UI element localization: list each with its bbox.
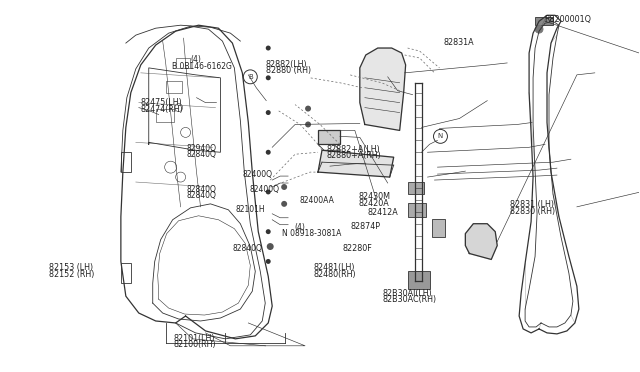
Text: 82874P: 82874P bbox=[351, 222, 381, 231]
Text: 82152 (RH): 82152 (RH) bbox=[49, 270, 95, 279]
Text: 82480(RH): 82480(RH) bbox=[314, 270, 356, 279]
Text: 82840Q: 82840Q bbox=[186, 185, 216, 194]
Text: R8200001Q: R8200001Q bbox=[544, 15, 591, 23]
Circle shape bbox=[281, 184, 287, 190]
Circle shape bbox=[305, 106, 311, 112]
Circle shape bbox=[535, 25, 543, 33]
Text: 82882(LH): 82882(LH) bbox=[266, 60, 307, 69]
FancyBboxPatch shape bbox=[431, 219, 445, 237]
Polygon shape bbox=[360, 48, 406, 131]
Text: N: N bbox=[438, 134, 443, 140]
Circle shape bbox=[305, 122, 311, 128]
Circle shape bbox=[266, 76, 271, 80]
Circle shape bbox=[266, 45, 271, 51]
Text: B: B bbox=[248, 74, 253, 80]
Text: 82420A: 82420A bbox=[358, 199, 389, 208]
Circle shape bbox=[266, 150, 271, 155]
Polygon shape bbox=[465, 224, 497, 259]
Text: 82B30AI(LH): 82B30AI(LH) bbox=[383, 289, 432, 298]
FancyBboxPatch shape bbox=[408, 182, 424, 194]
Circle shape bbox=[266, 229, 271, 234]
Bar bbox=[318, 131, 340, 144]
Circle shape bbox=[267, 243, 274, 250]
Text: 82430M: 82430M bbox=[358, 192, 390, 201]
Circle shape bbox=[266, 110, 271, 115]
Text: 82940Q: 82940Q bbox=[186, 144, 216, 153]
Text: 82880+A(RH): 82880+A(RH) bbox=[326, 151, 381, 160]
Text: 82840Q: 82840Q bbox=[186, 150, 216, 159]
Text: 82100(RH): 82100(RH) bbox=[173, 340, 216, 349]
Bar bbox=[156, 109, 173, 122]
Text: 82B30AC(RH): 82B30AC(RH) bbox=[383, 295, 436, 304]
Bar bbox=[121, 263, 131, 283]
Bar bbox=[121, 152, 131, 172]
Circle shape bbox=[266, 189, 271, 195]
Bar bbox=[166, 81, 182, 93]
Text: 82153 (LH): 82153 (LH) bbox=[49, 263, 93, 272]
Text: 82101H: 82101H bbox=[236, 205, 266, 214]
Text: 82280F: 82280F bbox=[342, 244, 372, 253]
Text: 82475(LH): 82475(LH) bbox=[140, 98, 182, 107]
Text: 82831 (LH): 82831 (LH) bbox=[510, 200, 554, 209]
Text: 82400Q: 82400Q bbox=[250, 185, 280, 194]
Bar bbox=[175, 58, 189, 68]
Circle shape bbox=[266, 259, 271, 264]
Text: 82882+A(LH): 82882+A(LH) bbox=[326, 145, 380, 154]
Circle shape bbox=[281, 201, 287, 207]
Text: N 08918-3081A: N 08918-3081A bbox=[282, 230, 341, 238]
Polygon shape bbox=[318, 150, 394, 177]
Text: 82400Q: 82400Q bbox=[243, 170, 272, 179]
Text: (4): (4) bbox=[190, 55, 201, 64]
Text: 82840Q: 82840Q bbox=[232, 244, 262, 253]
Text: 82400AA: 82400AA bbox=[300, 196, 335, 205]
Text: 82474(RH): 82474(RH) bbox=[140, 105, 183, 114]
Bar bbox=[535, 17, 553, 25]
Text: 82880 (RH): 82880 (RH) bbox=[266, 66, 311, 75]
FancyBboxPatch shape bbox=[408, 271, 429, 289]
Text: (4): (4) bbox=[294, 223, 305, 232]
Text: 82830 (RH): 82830 (RH) bbox=[510, 206, 555, 216]
FancyBboxPatch shape bbox=[408, 203, 426, 217]
Text: 82831A: 82831A bbox=[444, 38, 474, 47]
Text: 82101(LH): 82101(LH) bbox=[173, 334, 215, 343]
Text: 82481(LH): 82481(LH) bbox=[314, 263, 355, 272]
Text: B 0B146-6162G: B 0B146-6162G bbox=[172, 61, 232, 71]
Text: 82840Q: 82840Q bbox=[186, 192, 216, 201]
Text: 82412A: 82412A bbox=[367, 208, 398, 217]
